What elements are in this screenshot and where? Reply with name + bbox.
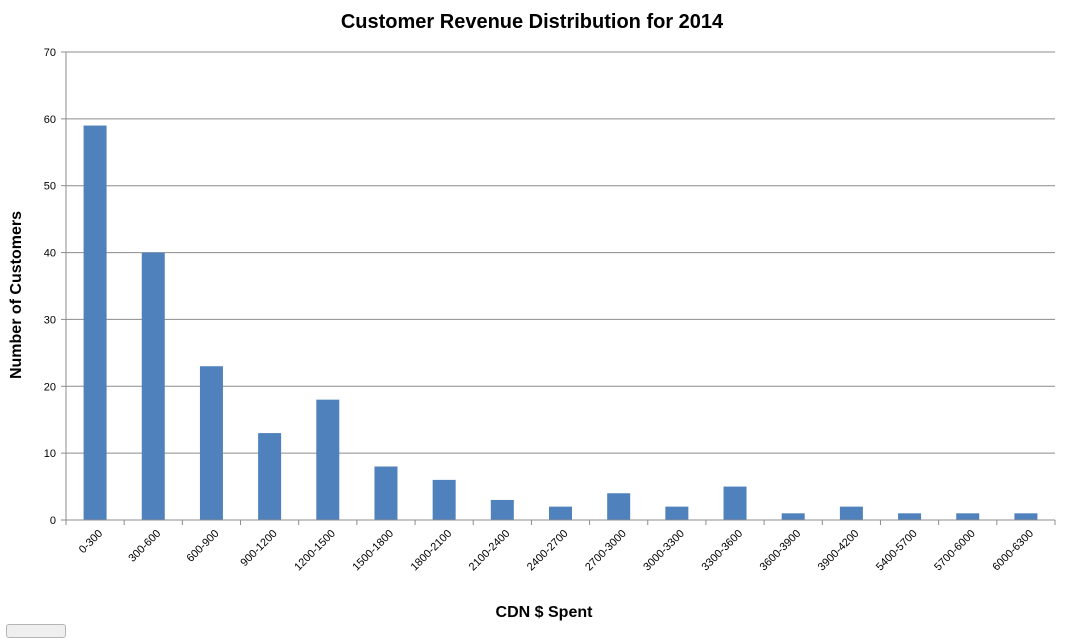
bar-5700-6000 <box>956 513 980 520</box>
bar-0-300 <box>83 125 107 521</box>
x-tick-labels: 0-300 300-600 600-900 900-1200 1200-1500 1500… <box>65 520 1056 574</box>
bar-3000-3300 <box>665 506 689 520</box>
bar-5400-5700 <box>898 513 922 520</box>
x-tick-label: 3600-3900 <box>758 528 804 574</box>
bar-1800-2100 <box>432 479 456 520</box>
y-tick-label: 70 <box>44 47 56 59</box>
y-tick-label: 30 <box>44 314 56 326</box>
bar-1500-1800 <box>374 466 398 520</box>
x-tick-label: 5400-5700 <box>874 528 920 574</box>
bar-3300-3600 <box>723 486 747 520</box>
gridlines <box>61 51 1055 521</box>
x-tick-label: 1200-1500 <box>292 528 338 574</box>
bar-3600-3900 <box>781 513 805 520</box>
x-tick-label: 2100-2400 <box>467 528 513 574</box>
bar-2400-2700 <box>549 506 572 520</box>
y-tick-labels: 0 10 20 30 40 50 60 70 <box>44 47 56 527</box>
x-tick-label: 300-600 <box>126 528 163 565</box>
sheet-tab[interactable] <box>6 624 66 638</box>
x-tick-label: 600-900 <box>185 528 222 565</box>
bar-1200-1500 <box>316 399 340 520</box>
x-tick-label: 5700-6000 <box>932 528 978 574</box>
x-tick-label: 3300-3600 <box>699 528 745 574</box>
y-tick-label: 50 <box>44 181 56 193</box>
x-tick-label: 2400-2700 <box>525 528 571 574</box>
x-tick-label: 1500-1800 <box>350 528 396 574</box>
x-tick-label: 0-300 <box>77 528 105 556</box>
bar-600-900 <box>199 366 223 520</box>
y-tick-label: 0 <box>50 515 56 527</box>
bar-3900-4200 <box>839 506 863 520</box>
bar-6000-6300 <box>1014 513 1038 520</box>
bar-2700-3000 <box>607 493 631 520</box>
bars <box>83 125 1038 521</box>
chart-title: Customer Revenue Distribution for 2014 <box>341 11 724 33</box>
bar-2100-2400 <box>490 499 514 520</box>
x-axis-title: CDN $ Spent <box>496 604 594 621</box>
x-tick-label: 900-1200 <box>238 528 279 569</box>
y-tick-label: 40 <box>44 248 56 260</box>
x-tick-label: 3900-4200 <box>816 528 862 574</box>
y-tick-label: 20 <box>44 381 56 393</box>
y-tick-label: 10 <box>44 448 56 460</box>
x-tick-label: 6000-6300 <box>990 528 1036 574</box>
x-tick-label: 3000-3300 <box>641 528 687 574</box>
x-tick-label: 1800-2100 <box>409 528 455 574</box>
x-tick-label: 2700-3000 <box>583 528 629 574</box>
y-axis-title: Number of Customers <box>8 211 25 379</box>
y-tick-label: 60 <box>44 114 56 126</box>
bar-900-1200 <box>258 433 282 520</box>
bar-300-600 <box>141 252 165 521</box>
